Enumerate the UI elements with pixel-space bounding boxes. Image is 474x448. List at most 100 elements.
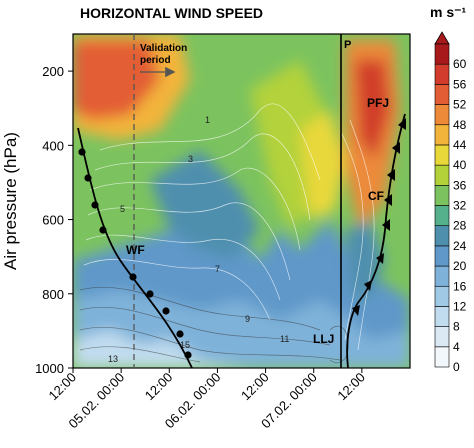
isotherm-line bbox=[83, 259, 271, 321]
cold-front: CF PFJ LLJ bbox=[313, 96, 406, 369]
annotation-llj: LLJ bbox=[313, 332, 334, 346]
colorbar-tick-label: 16 bbox=[453, 279, 467, 293]
validation-period-label-line1: Validation bbox=[140, 43, 187, 54]
colorbar-extension bbox=[434, 31, 450, 45]
cold-front-line bbox=[346, 113, 406, 369]
isotherm-label: 13 bbox=[108, 354, 118, 364]
y-tick-label: 600 bbox=[42, 213, 64, 228]
isotherm-label: 9 bbox=[245, 314, 250, 324]
colorbar-tick-label: 20 bbox=[453, 259, 467, 273]
colorbar-unit-label: m s⁻¹ bbox=[430, 4, 467, 20]
warm-front-bead bbox=[91, 201, 99, 209]
isotherm-line bbox=[99, 103, 321, 181]
colorbar-segment bbox=[434, 326, 450, 348]
colorbar-tick-label: 0 bbox=[453, 360, 460, 374]
colorbar-tick-label: 24 bbox=[453, 239, 467, 253]
colorbar-segment bbox=[434, 265, 450, 287]
cold-front-barb bbox=[392, 142, 400, 154]
colorbar-segment bbox=[434, 63, 450, 85]
annotation-cf: CF bbox=[368, 189, 384, 203]
isotherm-label: 5 bbox=[120, 204, 125, 214]
colorbar-segment bbox=[434, 43, 450, 65]
colorbar-segment bbox=[434, 225, 450, 247]
y-axis-label: Air pressure (hPa) bbox=[1, 132, 20, 270]
plot-frame bbox=[72, 33, 411, 369]
blob-upper-left-red bbox=[73, 40, 160, 120]
colorbar-segment bbox=[434, 205, 450, 226]
annotation-p: P bbox=[344, 39, 351, 51]
cold-front-barb bbox=[384, 194, 392, 206]
isotherm-line bbox=[79, 326, 341, 361]
warm-front: WF bbox=[77, 127, 193, 369]
cold-front-barb bbox=[376, 253, 384, 264]
isotherm-line bbox=[87, 202, 291, 281]
cold-front-barb bbox=[364, 280, 372, 291]
isotherm-label: 1 bbox=[205, 115, 210, 125]
isotherm-label: 7 bbox=[215, 264, 220, 274]
isotherm-line bbox=[349, 119, 375, 351]
isotherm-line bbox=[79, 346, 201, 363]
colorbar-segment bbox=[434, 306, 450, 327]
blob-llj-teal bbox=[345, 220, 385, 300]
cold-front-barb bbox=[382, 219, 390, 231]
colorbar-tick-label: 48 bbox=[453, 118, 467, 132]
colorbar-segment bbox=[434, 346, 450, 368]
colorbar-tick-label: 4 bbox=[453, 340, 460, 354]
warm-front-bead bbox=[146, 290, 154, 298]
isotherm-label: 11 bbox=[280, 334, 289, 344]
colorbar-tick-label: 12 bbox=[453, 299, 467, 313]
wind-speed-field: 1 3 5 7 9 11 13 15 bbox=[73, 34, 410, 368]
isotherm-line bbox=[89, 167, 301, 251]
y-axis: 200 400 600 800 1000 bbox=[35, 64, 73, 376]
isotherm-line bbox=[85, 234, 281, 301]
y-tick-label: 1000 bbox=[35, 361, 64, 376]
colorbar-tick-label: 36 bbox=[453, 178, 467, 192]
colorbar-tick-label: 32 bbox=[453, 199, 467, 213]
blob-mid-teal bbox=[150, 150, 260, 260]
colorbar-segment bbox=[434, 124, 450, 146]
cold-front-symbols bbox=[352, 118, 406, 316]
cold-front-barb bbox=[387, 169, 395, 181]
cold-front-barb bbox=[352, 305, 360, 316]
isotherm-labels: 1 3 5 7 9 11 13 15 bbox=[108, 115, 289, 364]
isotherm-line bbox=[339, 129, 364, 341]
validation-period-label-line2: period bbox=[140, 55, 171, 66]
colorbar-segment bbox=[434, 245, 450, 267]
isotherm-lines-white bbox=[83, 103, 375, 351]
warm-front-bead bbox=[78, 148, 86, 156]
isotherm-label: 3 bbox=[188, 154, 193, 164]
y-tick-label: 400 bbox=[42, 138, 64, 153]
x-tick-label: 12:00 bbox=[142, 370, 176, 404]
warm-front-symbols bbox=[78, 148, 192, 359]
colorbar-tick-label: 56 bbox=[453, 77, 467, 91]
colorbar-segment bbox=[434, 144, 450, 166]
x-tick-label: 12:00 bbox=[238, 370, 272, 404]
chart-title: HORIZONTAL WIND SPEED bbox=[80, 5, 263, 21]
colorbar-tick-label: 44 bbox=[453, 138, 467, 152]
warm-front-bead bbox=[184, 351, 192, 359]
warm-front-bead bbox=[84, 174, 92, 182]
isotherm-lines-dark bbox=[79, 286, 349, 364]
isotherm-line bbox=[94, 133, 311, 221]
isotherm-line bbox=[79, 286, 321, 331]
warm-front-bead bbox=[162, 307, 170, 315]
isotherm-label: 15 bbox=[180, 340, 190, 350]
colorbar-segment bbox=[434, 84, 450, 105]
colorbar-segment bbox=[434, 285, 450, 307]
blob-jet-yellow bbox=[300, 110, 345, 220]
colorbar-tick-label: 40 bbox=[453, 158, 467, 172]
cold-front-barb bbox=[398, 118, 406, 130]
annotation-wf: WF bbox=[126, 243, 145, 257]
warm-front-bead bbox=[176, 330, 184, 338]
colorbar-tick-label: 28 bbox=[453, 219, 467, 233]
isotherm-line bbox=[79, 306, 331, 346]
colorbar-segment bbox=[434, 164, 450, 186]
y-tick-label: 800 bbox=[42, 287, 64, 302]
annotation-pfj: PFJ bbox=[367, 96, 389, 110]
colorbar-tick-label: 60 bbox=[453, 57, 467, 71]
colorbar-segment bbox=[434, 185, 450, 206]
warm-front-bead bbox=[99, 226, 107, 234]
